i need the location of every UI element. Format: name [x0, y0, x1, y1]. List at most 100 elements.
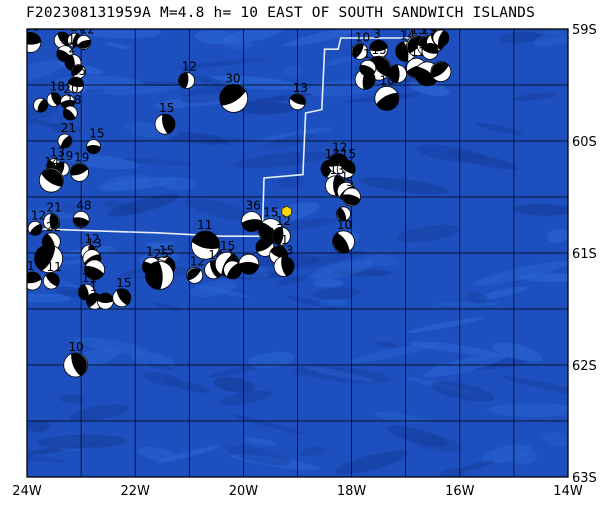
focal-depth-label: 18 — [50, 80, 65, 94]
bathymetry-patch — [105, 42, 132, 49]
focal-mechanism: 15 — [67, 64, 86, 94]
bathymetry-patch — [27, 60, 65, 84]
focal-mechanism: 21 — [42, 201, 62, 231]
compressional-quadrant — [27, 32, 41, 45]
focal-depth-label: 1 — [27, 259, 35, 273]
bathymetry-patch — [27, 271, 81, 292]
bathymetry-patch — [465, 292, 488, 304]
map-frame — [26, 28, 569, 478]
compressional-quadrant — [29, 223, 43, 236]
graticule — [27, 29, 568, 477]
focal-depth-label: 0 — [436, 17, 444, 31]
bathymetry-patch — [364, 254, 400, 267]
focal-depth-label: 15 — [116, 276, 131, 290]
bathymetry-patch — [110, 157, 194, 166]
focal-depth-label: 1 — [146, 244, 154, 258]
longitude-label: 14W — [553, 484, 583, 499]
bathymetry-patch — [430, 381, 495, 402]
bathymetry-patch — [145, 241, 167, 249]
compressional-quadrant — [338, 159, 356, 175]
focal-depth-label: 12 — [276, 214, 291, 228]
latitude-label: 59S — [572, 23, 597, 38]
compressional-quadrant — [77, 39, 91, 49]
bathymetry-patch — [37, 434, 128, 449]
latitude-label: 63S — [572, 471, 597, 486]
focal-mechanism: 10 — [63, 340, 89, 378]
compressional-quadrant — [290, 94, 306, 105]
compressional-quadrant — [359, 64, 376, 77]
bathymetry-patch — [213, 376, 256, 393]
compressional-quadrant — [431, 62, 449, 78]
compressional-quadrant — [281, 256, 294, 277]
focal-mechanism: 1 — [223, 248, 243, 280]
map-title: F202308131959A M=4.8 h= 10 EAST OF SOUTH… — [26, 5, 535, 21]
compressional-quadrant — [352, 43, 364, 59]
focal-depth-label: 13 — [329, 163, 344, 177]
focal-depth-label: 15 — [372, 43, 387, 57]
compressional-quadrant — [70, 163, 88, 176]
bathymetry-patch — [476, 123, 524, 135]
bathymetry-patch — [143, 372, 183, 386]
focal-depth-label: 14 — [44, 155, 59, 169]
focal-depth-label: 15 — [159, 101, 174, 115]
focal-mechanism: 23 — [273, 243, 295, 277]
focal-mechanism: 19 — [70, 150, 89, 182]
compressional-quadrant — [332, 232, 350, 253]
focal-mechanism: 12 — [255, 225, 275, 257]
bathymetry-patch — [225, 445, 291, 466]
plate-boundary-line — [27, 37, 428, 237]
longitude-label: 20W — [229, 484, 259, 499]
compressional-quadrant — [342, 194, 361, 206]
focal-depth-label: 10 — [337, 218, 352, 232]
compressional-quadrant — [162, 114, 175, 134]
bathymetry-patch — [547, 228, 568, 244]
focal-depth-label: 15 — [341, 147, 356, 161]
bathymetry-patch — [299, 446, 327, 457]
compressional-quadrant — [241, 219, 262, 232]
bathymetry-patch — [492, 342, 543, 362]
focal-mechanism: 10 — [332, 218, 355, 254]
longitude-label: 22W — [120, 484, 150, 499]
bathymetry-patch — [396, 224, 460, 243]
focal-depth-label: 1 — [341, 169, 349, 183]
focal-depth-label: 12 — [332, 140, 347, 154]
bathymetry-patch — [304, 365, 375, 383]
bathymetry-patch — [503, 376, 568, 398]
focal-depth-label: 5 — [346, 175, 354, 189]
focal-depth-label: 18 — [66, 93, 81, 107]
compressional-quadrant — [57, 32, 71, 47]
compressional-quadrant — [272, 227, 284, 246]
focal-mechanism: 5 — [342, 175, 362, 207]
bathymetry-patch — [542, 432, 568, 447]
focal-depth-label: 11 — [82, 271, 97, 285]
bathymetry-patch — [283, 29, 365, 47]
focal-depth-label: 15 — [89, 127, 104, 141]
compressional-quadrant — [422, 43, 439, 54]
focal-depth-label: 21 — [47, 201, 62, 215]
focal-mechanism: 1 — [53, 29, 71, 49]
compressional-quadrant — [388, 64, 400, 83]
focal-depth-label: 15 — [159, 243, 174, 257]
compressional-quadrant — [34, 244, 56, 271]
focal-mechanism: 48 — [72, 198, 92, 228]
compressional-quadrant — [86, 145, 101, 154]
focal-mechanism: 11 — [191, 218, 220, 260]
longitude-label: 24W — [12, 484, 42, 499]
compressional-quadrant — [438, 30, 449, 46]
compressional-quadrant — [41, 168, 63, 187]
focal-depth-label: 11 — [197, 218, 212, 232]
compressional-quadrant — [376, 92, 399, 111]
focal-depth-label: 12 — [31, 208, 46, 222]
focal-mechanism: 15 — [154, 101, 176, 135]
focal-mechanism — [34, 244, 63, 274]
compressional-quadrant — [256, 238, 273, 252]
bathymetry-patch — [277, 174, 306, 188]
bathymetry-patch — [176, 58, 267, 69]
focal-depth-label: 13 — [293, 81, 308, 95]
compressional-quadrant — [49, 213, 59, 230]
focal-depth-label: 20 — [70, 20, 85, 34]
compressional-quadrant — [145, 261, 163, 290]
focal-mechanism: 10 — [351, 30, 370, 60]
focal-depth-label: 2 — [68, 42, 76, 56]
